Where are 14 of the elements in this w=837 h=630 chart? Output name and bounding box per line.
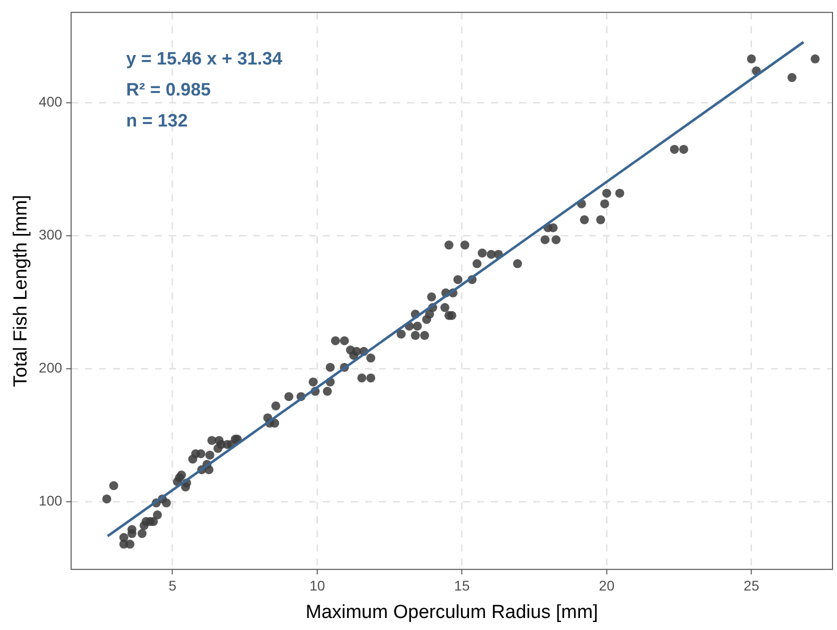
- y-tick-label: 100: [38, 492, 62, 508]
- x-tick-label: 15: [454, 578, 470, 594]
- y-tick-label: 300: [38, 226, 62, 243]
- annotation: y = 15.46 x + 31.34: [126, 48, 282, 68]
- y-tick-label: 400: [38, 94, 62, 110]
- x-tick-label: 5: [168, 578, 177, 594]
- x-tick-label: 20: [598, 578, 615, 594]
- annotation: n = 132: [126, 110, 188, 130]
- y-tick-label: 200: [38, 360, 62, 376]
- x-tick-label: 10: [309, 578, 326, 594]
- y-axis-title: Total Fish Length [mm]: [10, 194, 32, 387]
- x-axis-title: Maximum Operculum Radius [mm]: [306, 602, 598, 623]
- x-tick-label: 25: [744, 578, 760, 594]
- annotation: R² = 0.985: [126, 79, 211, 100]
